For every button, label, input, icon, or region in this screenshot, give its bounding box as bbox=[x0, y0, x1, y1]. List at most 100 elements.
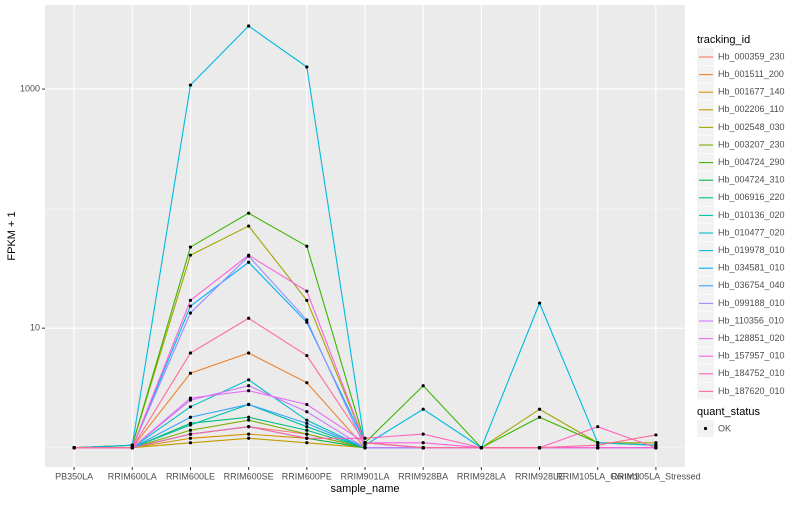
data-point bbox=[247, 432, 251, 436]
legend-label: Hb_128851_020 bbox=[718, 333, 785, 343]
data-point bbox=[188, 405, 193, 409]
legend-label: Hb_157957_010 bbox=[718, 351, 785, 361]
data-point bbox=[188, 428, 193, 432]
data-point bbox=[537, 446, 542, 450]
legend-title: quant_status bbox=[697, 406, 760, 418]
legend-title: tracking_id bbox=[697, 34, 750, 46]
data-point bbox=[305, 244, 309, 248]
legend-label: Hb_003207_230 bbox=[718, 139, 785, 149]
data-point bbox=[305, 402, 309, 407]
data-point bbox=[247, 378, 251, 382]
data-point bbox=[72, 446, 76, 450]
data-point bbox=[537, 415, 542, 419]
data-point bbox=[188, 415, 193, 419]
data-point bbox=[654, 443, 658, 447]
legend-label: Hb_019978_010 bbox=[718, 245, 785, 255]
data-point bbox=[305, 441, 309, 445]
y-axis-title: FPKM + 1 bbox=[6, 211, 18, 260]
data-point bbox=[247, 425, 251, 429]
x-tick-label: PB350LA bbox=[55, 471, 93, 481]
data-point bbox=[188, 253, 193, 257]
x-tick-label: RRIM600LA bbox=[108, 471, 157, 481]
data-point bbox=[188, 83, 193, 87]
data-point bbox=[305, 410, 309, 414]
legend-label: Hb_184752_010 bbox=[718, 368, 785, 378]
legend-label: Hb_004724_310 bbox=[718, 175, 785, 185]
legend-label: Hb_036754_040 bbox=[718, 280, 785, 290]
data-point bbox=[247, 211, 251, 215]
data-point bbox=[305, 320, 309, 324]
data-point bbox=[188, 351, 193, 355]
data-point bbox=[421, 432, 425, 436]
data-point bbox=[363, 443, 367, 447]
x-tick-label: RRIM901LA bbox=[340, 471, 389, 481]
data-point bbox=[654, 446, 658, 450]
legend-label: Hb_187620_010 bbox=[718, 386, 785, 396]
data-point bbox=[305, 421, 309, 425]
data-point bbox=[247, 384, 251, 388]
data-point bbox=[305, 298, 309, 302]
data-point bbox=[363, 441, 367, 445]
data-point bbox=[537, 407, 542, 411]
data-point bbox=[596, 443, 600, 447]
x-tick-label: RRIM600PE bbox=[282, 471, 332, 481]
legend-label: OK bbox=[718, 423, 731, 433]
data-point bbox=[305, 381, 309, 385]
data-point bbox=[247, 418, 251, 422]
data-point bbox=[247, 436, 251, 440]
data-point bbox=[247, 389, 251, 393]
data-point bbox=[247, 402, 251, 407]
data-point bbox=[247, 415, 251, 419]
data-point bbox=[247, 316, 251, 320]
data-point bbox=[421, 407, 425, 411]
data-point bbox=[247, 224, 251, 228]
legend-label: Hb_034581_010 bbox=[718, 263, 785, 273]
legend-label: Hb_002548_030 bbox=[718, 122, 785, 132]
data-point bbox=[654, 433, 658, 437]
data-point bbox=[247, 253, 251, 257]
data-point bbox=[654, 441, 658, 445]
data-point bbox=[305, 289, 309, 293]
data-point bbox=[305, 65, 309, 69]
legend-point bbox=[703, 426, 708, 431]
data-point bbox=[247, 24, 251, 28]
data-point bbox=[130, 446, 134, 450]
data-point bbox=[188, 441, 193, 445]
data-point bbox=[188, 304, 193, 308]
legend-label: Hb_000359_230 bbox=[718, 51, 785, 61]
data-point bbox=[305, 436, 309, 440]
data-point bbox=[479, 446, 483, 450]
data-point bbox=[305, 425, 309, 429]
data-point bbox=[247, 351, 251, 355]
data-point bbox=[188, 298, 193, 302]
data-point bbox=[421, 384, 425, 388]
x-tick-label: RRIM600SE bbox=[224, 471, 274, 481]
data-point bbox=[596, 446, 600, 450]
data-point bbox=[188, 436, 193, 440]
x-tick-label: RRIM600LE bbox=[166, 471, 215, 481]
legend-label: Hb_099188_010 bbox=[718, 298, 785, 308]
legend-label: Hb_001677_140 bbox=[718, 87, 785, 97]
data-point bbox=[537, 301, 542, 305]
data-point bbox=[188, 311, 193, 315]
x-axis-title: sample_name bbox=[330, 483, 399, 495]
data-point bbox=[596, 441, 600, 445]
legend-label: Hb_004724_290 bbox=[718, 157, 785, 167]
data-point bbox=[421, 441, 425, 445]
data-point bbox=[188, 245, 193, 249]
x-tick-label: RRIM105LA_Control bbox=[556, 471, 639, 481]
data-point bbox=[188, 396, 193, 400]
y-tick-label: 10 bbox=[30, 323, 40, 333]
x-tick-label: RRIM105LA_Stressed bbox=[611, 471, 701, 481]
y-tick-label: 1000 bbox=[20, 83, 40, 93]
legend-label: Hb_010136_020 bbox=[718, 210, 785, 220]
data-point bbox=[363, 436, 367, 440]
data-point bbox=[305, 432, 309, 436]
data-point bbox=[363, 446, 367, 450]
legend-label: Hb_002206_110 bbox=[718, 104, 784, 114]
data-point bbox=[188, 432, 193, 436]
x-tick-label: RRIM928BA bbox=[398, 471, 448, 481]
data-point bbox=[421, 446, 425, 450]
x-tick-label: RRIM928LE bbox=[515, 471, 564, 481]
